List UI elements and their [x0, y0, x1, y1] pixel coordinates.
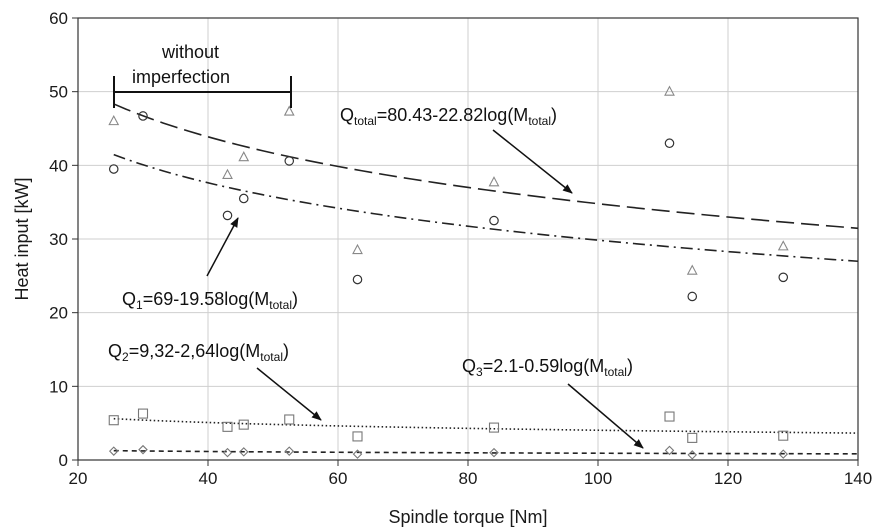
circle-point	[238, 193, 249, 204]
circle-point	[687, 291, 698, 302]
diamond-point	[108, 446, 119, 456]
diamond-point	[352, 449, 363, 459]
imperfection-label: imperfection	[132, 67, 230, 87]
fit-q2-curve	[113, 417, 859, 434]
triangle-point	[222, 168, 233, 179]
fit-q3-curve	[113, 449, 859, 455]
fit-q-total-curve	[113, 103, 859, 230]
x-axis: 20 40 60 80 100 120 140	[69, 460, 872, 488]
square-point	[664, 411, 675, 422]
y-tick-label: 60	[49, 9, 68, 28]
y-axis-title: Heat input [kW]	[12, 177, 32, 300]
fit-q1-curve	[113, 153, 859, 263]
circle-point	[284, 156, 295, 166]
y-tick-label: 50	[49, 83, 68, 102]
x-tick-label: 120	[714, 469, 742, 488]
x-tick-label: 100	[584, 469, 612, 488]
triangle-point	[664, 85, 675, 96]
square-point	[687, 432, 698, 443]
square-point	[137, 408, 149, 419]
x-tick-label: 40	[199, 469, 218, 488]
q1-arrow	[206, 217, 239, 277]
y-tick-label: 30	[49, 230, 68, 249]
y-tick-label: 10	[49, 377, 68, 396]
circle-point	[489, 215, 499, 226]
square-point	[488, 422, 500, 433]
y-tick-label: 0	[59, 451, 68, 470]
y-axis: 0 10 20 30 40 50 60	[49, 9, 78, 470]
q3-arrow	[567, 383, 644, 449]
triangle-point	[238, 151, 250, 162]
x-axis-title: Spindle torque [Nm]	[388, 507, 547, 527]
q2-label: Q2=9,32-2,64log(Mtotal)	[108, 341, 289, 364]
square-point	[238, 419, 249, 430]
circle-point	[778, 272, 789, 283]
diamond-point	[489, 447, 499, 458]
q-total-label: Qtotal=80.43-22.82log(Mtotal)	[340, 105, 557, 128]
square-point	[222, 421, 233, 432]
without-label: without	[161, 42, 219, 62]
triangle-point	[352, 243, 363, 255]
q2-arrow	[256, 367, 322, 421]
q1-label: Q1=69-19.58log(Mtotal)	[122, 289, 298, 312]
square-point	[778, 430, 789, 441]
diamond-point	[284, 446, 295, 456]
without-imperfection-bracket: without imperfection	[113, 42, 292, 108]
diamond-point	[778, 449, 789, 459]
x-tick-label: 80	[459, 469, 478, 488]
grid	[78, 18, 858, 460]
y-tick-label: 40	[49, 156, 68, 175]
triangle-point	[777, 240, 789, 251]
diamond-point	[238, 447, 249, 457]
circle-point	[138, 111, 148, 121]
circle-point	[664, 138, 675, 149]
square-point	[108, 415, 119, 426]
data-points	[108, 85, 789, 460]
q-total-arrow	[492, 129, 573, 194]
q1-annotation: Q1=69-19.58log(Mtotal)	[122, 217, 298, 312]
triangle-point	[108, 114, 120, 126]
x-tick-label: 140	[844, 469, 872, 488]
triangle-point	[488, 176, 500, 187]
circle-point	[352, 274, 363, 285]
diamond-point	[664, 445, 675, 456]
diamond-point	[687, 450, 698, 460]
circle-point	[222, 210, 233, 221]
q3-label: Q3=2.1-0.59log(Mtotal)	[462, 356, 633, 379]
x-tick-label: 20	[69, 469, 88, 488]
diamond-point	[222, 447, 233, 458]
q3-annotation: Q3=2.1-0.59log(Mtotal)	[462, 356, 644, 449]
square-point	[352, 431, 363, 442]
triangle-point	[283, 105, 295, 116]
fit-curves	[113, 103, 859, 455]
y-tick-label: 20	[49, 304, 68, 323]
x-tick-label: 60	[329, 469, 348, 488]
square-point	[284, 414, 295, 425]
q2-annotation: Q2=9,32-2,64log(Mtotal)	[108, 341, 322, 421]
q-total-annotation: Qtotal=80.43-22.82log(Mtotal)	[340, 105, 573, 194]
circle-point	[108, 164, 119, 174]
triangle-point	[686, 264, 698, 275]
diamond-point	[138, 444, 148, 455]
